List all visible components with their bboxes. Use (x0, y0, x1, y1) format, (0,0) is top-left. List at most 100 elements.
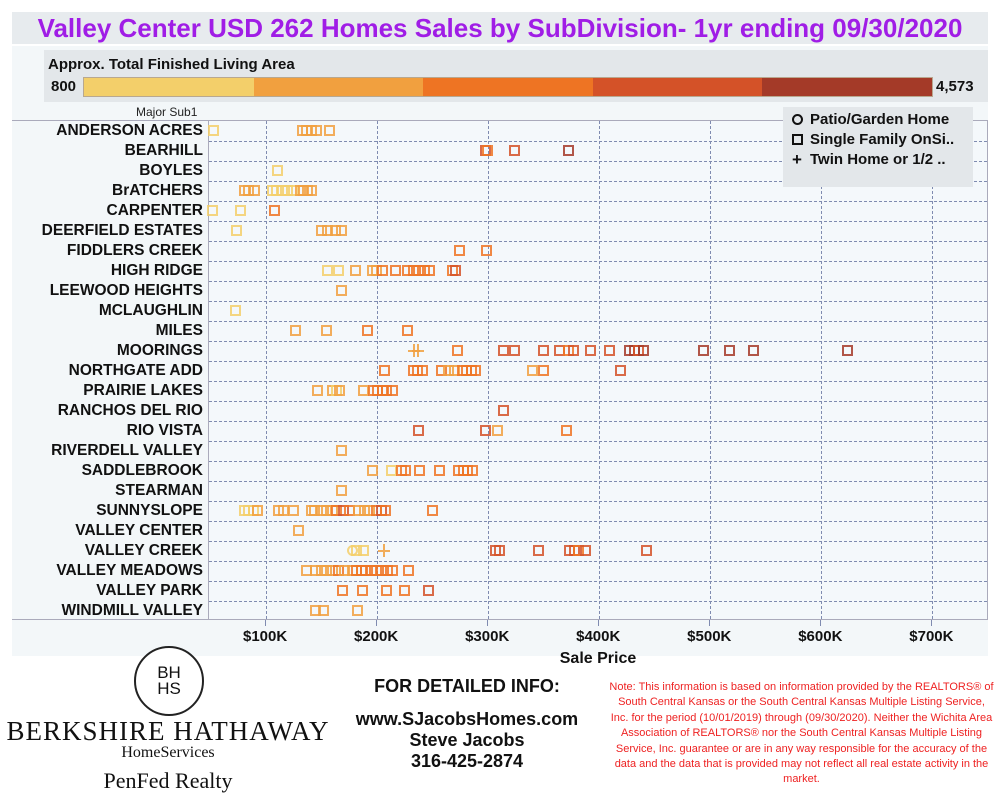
data-point-square[interactable] (358, 505, 370, 516)
data-point-square[interactable] (305, 125, 317, 136)
data-point-square[interactable] (334, 385, 346, 396)
data-point-square[interactable] (335, 445, 347, 456)
data-point-square[interactable] (362, 325, 374, 336)
data-point-square[interactable] (335, 285, 347, 296)
data-point-square[interactable] (418, 265, 430, 276)
data-point-square[interactable] (338, 565, 350, 576)
data-point-plus[interactable] (377, 544, 390, 557)
data-point-square[interactable] (466, 465, 478, 476)
data-point-square[interactable] (563, 145, 575, 156)
data-point-square[interactable] (376, 265, 388, 276)
data-point-square[interactable] (353, 505, 365, 516)
data-point-square[interactable] (356, 585, 368, 596)
data-point-square[interactable] (537, 345, 549, 356)
data-point-square[interactable] (335, 225, 347, 236)
data-point-square[interactable] (322, 225, 334, 236)
data-point-square[interactable] (243, 185, 255, 196)
data-point-square[interactable] (533, 545, 545, 556)
data-point-square[interactable] (315, 565, 327, 576)
data-point-square[interactable] (234, 205, 246, 216)
data-point-square[interactable] (497, 405, 509, 416)
data-point-square[interactable] (315, 505, 327, 516)
data-point-square[interactable] (272, 165, 284, 176)
data-point-square[interactable] (230, 305, 242, 316)
data-point-square[interactable] (371, 265, 383, 276)
data-point-square[interactable] (481, 245, 493, 256)
data-point-square[interactable] (424, 265, 436, 276)
data-point-square[interactable] (747, 345, 759, 356)
data-point-square[interactable] (434, 465, 446, 476)
data-point-square[interactable] (443, 365, 455, 376)
data-point-square[interactable] (322, 265, 334, 276)
data-point-square[interactable] (435, 365, 447, 376)
data-point-square[interactable] (312, 385, 324, 396)
data-point-square[interactable] (381, 385, 393, 396)
shape-legend-item[interactable]: Single Family OnSi.. (789, 129, 967, 149)
data-point-square[interactable] (287, 505, 299, 516)
data-point-square[interactable] (414, 465, 426, 476)
data-point-square[interactable] (449, 265, 461, 276)
data-point-square[interactable] (336, 585, 348, 596)
data-point-square[interactable] (724, 345, 736, 356)
data-point-square[interactable] (350, 265, 362, 276)
data-point-square[interactable] (252, 505, 264, 516)
data-point-square[interactable] (640, 545, 652, 556)
data-point-square[interactable] (448, 365, 460, 376)
data-point-square[interactable] (276, 185, 288, 196)
data-point-square[interactable] (386, 385, 398, 396)
shape-legend-item[interactable]: Patio/Garden Home (789, 109, 967, 129)
data-point-square[interactable] (452, 345, 464, 356)
data-point-square[interactable] (604, 345, 616, 356)
data-point-square[interactable] (386, 565, 398, 576)
data-point-square[interactable] (841, 345, 853, 356)
data-point-square[interactable] (308, 505, 320, 516)
data-point-square[interactable] (310, 565, 322, 576)
data-point-square[interactable] (207, 125, 219, 136)
data-point-square[interactable] (311, 125, 323, 136)
data-point-square[interactable] (426, 505, 438, 516)
data-point-square[interactable] (357, 545, 369, 556)
data-point-square[interactable] (416, 365, 428, 376)
data-point-square[interactable] (469, 365, 481, 376)
data-point-square[interactable] (403, 565, 415, 576)
data-point-square[interactable] (315, 225, 327, 236)
data-point-square[interactable] (454, 245, 466, 256)
contact-website[interactable]: www.SJacobsHomes.com (355, 709, 579, 729)
data-point-square[interactable] (378, 365, 390, 376)
data-point-square[interactable] (573, 545, 585, 556)
data-point-square[interactable] (268, 205, 280, 216)
data-point-square[interactable] (321, 565, 333, 576)
data-point-square[interactable] (585, 345, 597, 356)
data-point-square[interactable] (293, 525, 305, 536)
data-point-square[interactable] (526, 365, 538, 376)
data-point-square[interactable] (413, 425, 425, 436)
data-point-square[interactable] (402, 265, 414, 276)
data-point-square[interactable] (282, 185, 294, 196)
data-point-square[interactable] (317, 605, 329, 616)
data-point-square[interactable] (494, 545, 506, 556)
data-point-square[interactable] (333, 565, 345, 576)
data-point-square[interactable] (423, 585, 435, 596)
data-point-square[interactable] (366, 465, 378, 476)
data-point-square[interactable] (399, 465, 411, 476)
data-point-square[interactable] (352, 605, 364, 616)
data-point-square[interactable] (231, 225, 243, 236)
data-point-square[interactable] (206, 205, 218, 216)
shape-legend-item[interactable]: + Twin Home or 1/2 .. (789, 149, 967, 169)
data-point-square[interactable] (537, 365, 549, 376)
data-point-square[interactable] (482, 145, 494, 156)
data-point-square[interactable] (413, 265, 425, 276)
data-point-square[interactable] (381, 585, 393, 596)
data-point-square[interactable] (579, 545, 591, 556)
data-point-square[interactable] (305, 185, 317, 196)
data-point-square[interactable] (335, 485, 347, 496)
data-point-square[interactable] (375, 565, 387, 576)
data-point-square[interactable] (479, 425, 491, 436)
data-point-square[interactable] (360, 565, 372, 576)
data-point-square[interactable] (407, 265, 419, 276)
data-point-square[interactable] (248, 185, 260, 196)
data-point-plus[interactable] (412, 344, 425, 357)
data-point-square[interactable] (492, 425, 504, 436)
data-point-square[interactable] (310, 605, 322, 616)
data-point-square[interactable] (321, 325, 333, 336)
